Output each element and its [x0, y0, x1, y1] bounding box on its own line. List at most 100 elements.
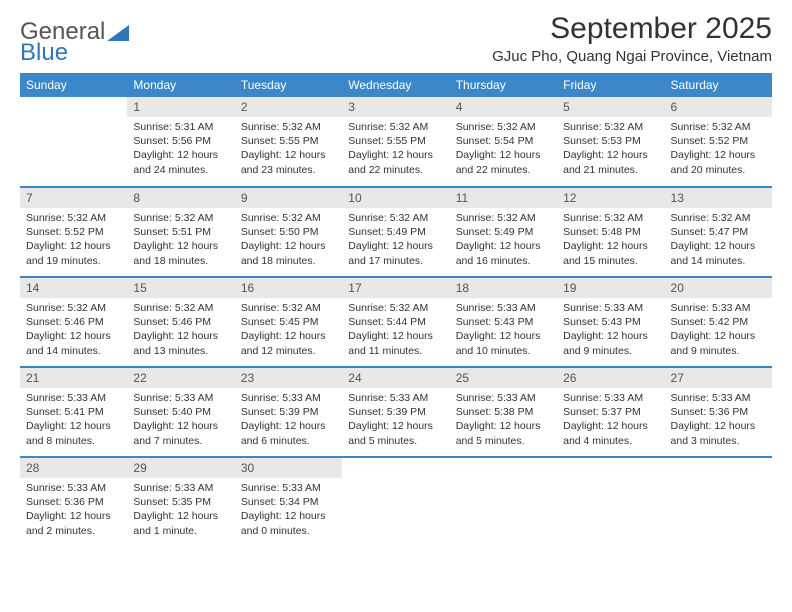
weekday-header-row: SundayMondayTuesdayWednesdayThursdayFrid… — [20, 73, 772, 97]
day-details: Sunrise: 5:33 AMSunset: 5:37 PMDaylight:… — [557, 388, 664, 452]
weekday-monday: Monday — [127, 73, 234, 97]
day-cell: 14Sunrise: 5:32 AMSunset: 5:46 PMDayligh… — [20, 277, 127, 367]
day-cell: 9Sunrise: 5:32 AMSunset: 5:50 PMDaylight… — [235, 187, 342, 277]
day-cell: 24Sunrise: 5:33 AMSunset: 5:39 PMDayligh… — [342, 367, 449, 457]
day-details: Sunrise: 5:32 AMSunset: 5:49 PMDaylight:… — [450, 208, 557, 272]
day-details: Sunrise: 5:32 AMSunset: 5:45 PMDaylight:… — [235, 298, 342, 362]
day-details: Sunrise: 5:32 AMSunset: 5:46 PMDaylight:… — [127, 298, 234, 362]
day-number: 28 — [20, 458, 127, 478]
logo-text-2: Blue — [20, 39, 68, 66]
day-details: Sunrise: 5:32 AMSunset: 5:54 PMDaylight:… — [450, 117, 557, 181]
weekday-saturday: Saturday — [665, 73, 772, 97]
day-number: 16 — [235, 278, 342, 298]
day-cell: 27Sunrise: 5:33 AMSunset: 5:36 PMDayligh… — [665, 367, 772, 457]
day-details: Sunrise: 5:33 AMSunset: 5:42 PMDaylight:… — [665, 298, 772, 362]
day-number: 7 — [20, 188, 127, 208]
day-number: 2 — [235, 97, 342, 117]
day-number: 18 — [450, 278, 557, 298]
day-number: 30 — [235, 458, 342, 478]
calendar-table: SundayMondayTuesdayWednesdayThursdayFrid… — [20, 73, 772, 547]
day-number: 1 — [127, 97, 234, 117]
day-number: 24 — [342, 368, 449, 388]
day-details: Sunrise: 5:33 AMSunset: 5:43 PMDaylight:… — [557, 298, 664, 362]
day-cell: 4Sunrise: 5:32 AMSunset: 5:54 PMDaylight… — [450, 97, 557, 187]
day-number: 27 — [665, 368, 772, 388]
day-number: 12 — [557, 188, 664, 208]
day-number: 10 — [342, 188, 449, 208]
day-details: Sunrise: 5:32 AMSunset: 5:55 PMDaylight:… — [235, 117, 342, 181]
day-details: Sunrise: 5:33 AMSunset: 5:41 PMDaylight:… — [20, 388, 127, 452]
day-details: Sunrise: 5:33 AMSunset: 5:38 PMDaylight:… — [450, 388, 557, 452]
day-number: 13 — [665, 188, 772, 208]
weekday-wednesday: Wednesday — [342, 73, 449, 97]
day-cell: 29Sunrise: 5:33 AMSunset: 5:35 PMDayligh… — [127, 457, 234, 547]
day-number: 25 — [450, 368, 557, 388]
day-number: 22 — [127, 368, 234, 388]
day-details: Sunrise: 5:33 AMSunset: 5:36 PMDaylight:… — [665, 388, 772, 452]
day-cell: 18Sunrise: 5:33 AMSunset: 5:43 PMDayligh… — [450, 277, 557, 367]
day-cell: 6Sunrise: 5:32 AMSunset: 5:52 PMDaylight… — [665, 97, 772, 187]
day-cell: 20Sunrise: 5:33 AMSunset: 5:42 PMDayligh… — [665, 277, 772, 367]
day-number: 17 — [342, 278, 449, 298]
day-number: 19 — [557, 278, 664, 298]
day-details: Sunrise: 5:33 AMSunset: 5:35 PMDaylight:… — [127, 478, 234, 542]
week-row: 21Sunrise: 5:33 AMSunset: 5:41 PMDayligh… — [20, 367, 772, 457]
day-details: Sunrise: 5:32 AMSunset: 5:53 PMDaylight:… — [557, 117, 664, 181]
weekday-sunday: Sunday — [20, 73, 127, 97]
week-row: 7Sunrise: 5:32 AMSunset: 5:52 PMDaylight… — [20, 187, 772, 277]
day-details: Sunrise: 5:32 AMSunset: 5:46 PMDaylight:… — [20, 298, 127, 362]
day-details: Sunrise: 5:32 AMSunset: 5:50 PMDaylight:… — [235, 208, 342, 272]
day-cell: 13Sunrise: 5:32 AMSunset: 5:47 PMDayligh… — [665, 187, 772, 277]
day-cell: 30Sunrise: 5:33 AMSunset: 5:34 PMDayligh… — [235, 457, 342, 547]
empty-cell — [20, 97, 127, 187]
day-cell: 10Sunrise: 5:32 AMSunset: 5:49 PMDayligh… — [342, 187, 449, 277]
day-number: 26 — [557, 368, 664, 388]
day-cell: 17Sunrise: 5:32 AMSunset: 5:44 PMDayligh… — [342, 277, 449, 367]
weekday-tuesday: Tuesday — [235, 73, 342, 97]
day-details: Sunrise: 5:33 AMSunset: 5:39 PMDaylight:… — [235, 388, 342, 452]
day-cell: 26Sunrise: 5:33 AMSunset: 5:37 PMDayligh… — [557, 367, 664, 457]
day-details: Sunrise: 5:33 AMSunset: 5:43 PMDaylight:… — [450, 298, 557, 362]
day-number: 9 — [235, 188, 342, 208]
calendar-body: 1Sunrise: 5:31 AMSunset: 5:56 PMDaylight… — [20, 97, 772, 547]
day-cell: 12Sunrise: 5:32 AMSunset: 5:48 PMDayligh… — [557, 187, 664, 277]
day-cell: 16Sunrise: 5:32 AMSunset: 5:45 PMDayligh… — [235, 277, 342, 367]
day-number: 8 — [127, 188, 234, 208]
day-number: 3 — [342, 97, 449, 117]
weekday-friday: Friday — [557, 73, 664, 97]
day-number: 20 — [665, 278, 772, 298]
day-details: Sunrise: 5:32 AMSunset: 5:47 PMDaylight:… — [665, 208, 772, 272]
day-number: 29 — [127, 458, 234, 478]
day-details: Sunrise: 5:32 AMSunset: 5:51 PMDaylight:… — [127, 208, 234, 272]
day-cell: 3Sunrise: 5:32 AMSunset: 5:55 PMDaylight… — [342, 97, 449, 187]
week-row: 28Sunrise: 5:33 AMSunset: 5:36 PMDayligh… — [20, 457, 772, 547]
empty-cell — [665, 457, 772, 547]
day-cell: 7Sunrise: 5:32 AMSunset: 5:52 PMDaylight… — [20, 187, 127, 277]
day-details: Sunrise: 5:33 AMSunset: 5:39 PMDaylight:… — [342, 388, 449, 452]
day-cell: 15Sunrise: 5:32 AMSunset: 5:46 PMDayligh… — [127, 277, 234, 367]
empty-cell — [557, 457, 664, 547]
day-details: Sunrise: 5:33 AMSunset: 5:40 PMDaylight:… — [127, 388, 234, 452]
day-cell: 23Sunrise: 5:33 AMSunset: 5:39 PMDayligh… — [235, 367, 342, 457]
day-number: 14 — [20, 278, 127, 298]
day-details: Sunrise: 5:32 AMSunset: 5:52 PMDaylight:… — [665, 117, 772, 181]
week-row: 14Sunrise: 5:32 AMSunset: 5:46 PMDayligh… — [20, 277, 772, 367]
empty-cell — [450, 457, 557, 547]
day-cell: 25Sunrise: 5:33 AMSunset: 5:38 PMDayligh… — [450, 367, 557, 457]
day-details: Sunrise: 5:32 AMSunset: 5:48 PMDaylight:… — [557, 208, 664, 272]
logo-line2: Blue — [20, 39, 772, 67]
day-details: Sunrise: 5:31 AMSunset: 5:56 PMDaylight:… — [127, 117, 234, 181]
weekday-thursday: Thursday — [450, 73, 557, 97]
day-number: 23 — [235, 368, 342, 388]
day-cell: 1Sunrise: 5:31 AMSunset: 5:56 PMDaylight… — [127, 97, 234, 187]
day-cell: 22Sunrise: 5:33 AMSunset: 5:40 PMDayligh… — [127, 367, 234, 457]
day-details: Sunrise: 5:32 AMSunset: 5:55 PMDaylight:… — [342, 117, 449, 181]
day-cell: 19Sunrise: 5:33 AMSunset: 5:43 PMDayligh… — [557, 277, 664, 367]
day-details: Sunrise: 5:32 AMSunset: 5:52 PMDaylight:… — [20, 208, 127, 272]
week-row: 1Sunrise: 5:31 AMSunset: 5:56 PMDaylight… — [20, 97, 772, 187]
day-number: 4 — [450, 97, 557, 117]
day-details: Sunrise: 5:33 AMSunset: 5:34 PMDaylight:… — [235, 478, 342, 542]
day-number: 11 — [450, 188, 557, 208]
day-number: 15 — [127, 278, 234, 298]
day-cell: 5Sunrise: 5:32 AMSunset: 5:53 PMDaylight… — [557, 97, 664, 187]
